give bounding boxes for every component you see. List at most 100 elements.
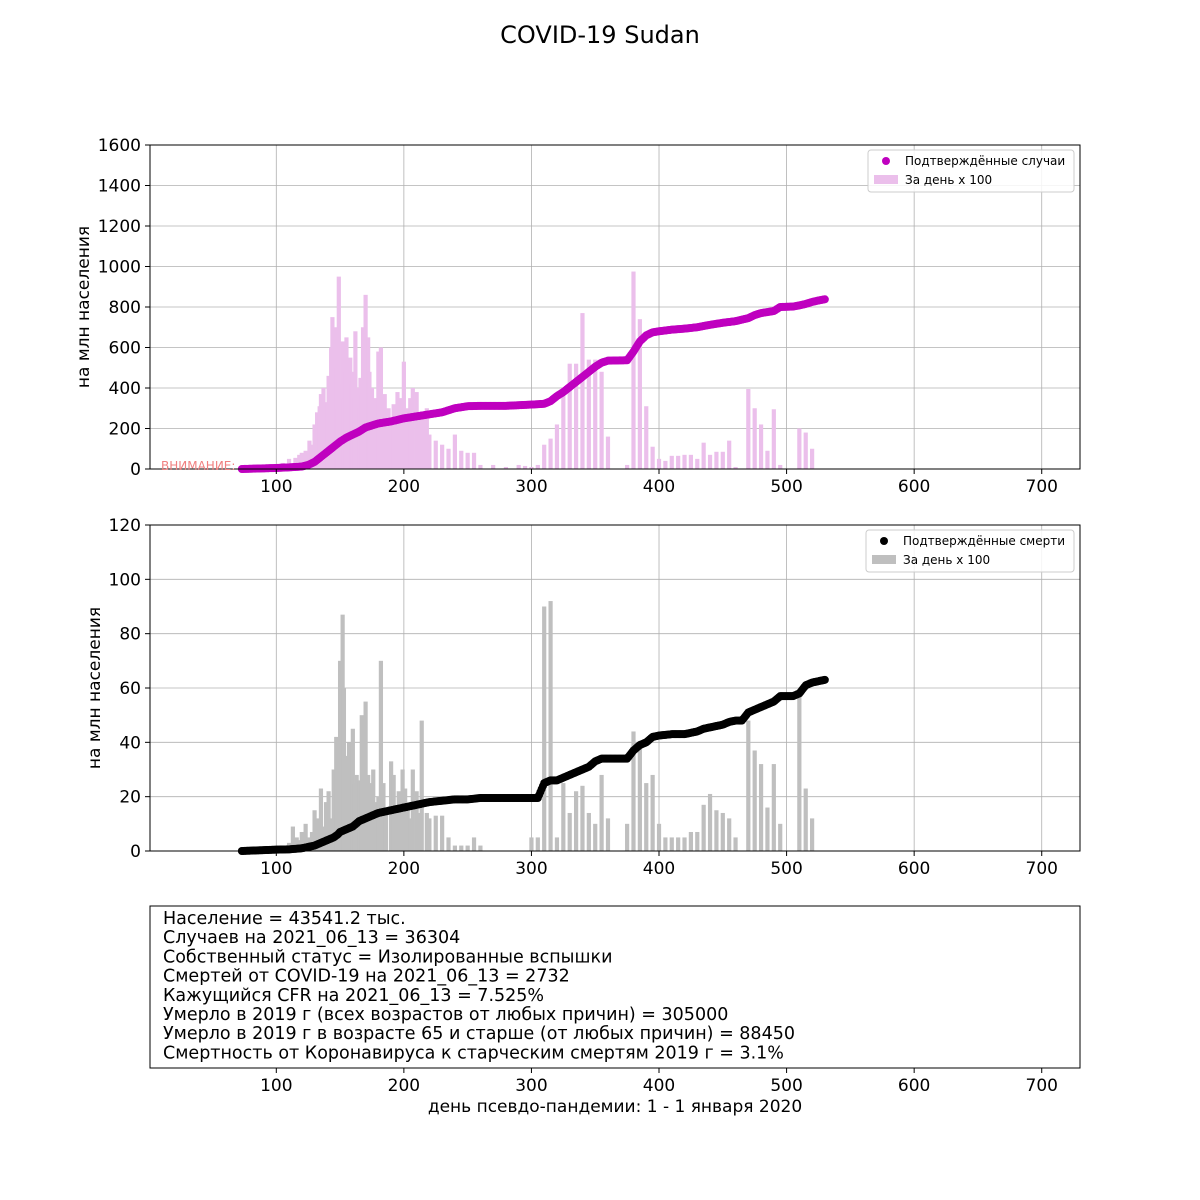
daily-bar (309, 831, 315, 851)
daily-bar (503, 466, 509, 469)
info-line: Собственный статус = Изолированные вспыш… (163, 947, 612, 967)
daily-bar (410, 769, 415, 851)
daily-bar (433, 815, 438, 851)
daily-bar (465, 452, 470, 469)
legend-marker-bar (872, 555, 896, 564)
daily-bar (644, 406, 649, 469)
daily-bar (803, 788, 808, 851)
daily-bar (548, 438, 553, 469)
x-tick-label: 400 (643, 1076, 675, 1096)
daily-bar (427, 818, 432, 851)
daily-bar (440, 444, 445, 469)
daily-bar (354, 774, 359, 851)
daily-bar (331, 769, 336, 851)
info-line: Умерло в 2019 г в возрасте 65 и старше (… (163, 1024, 795, 1044)
daily-bar (669, 837, 674, 851)
x-axis-label: день псевдо-пандемии: 1 - 1 января 2020 (428, 1097, 802, 1117)
daily-bar (446, 837, 451, 851)
daily-bar (733, 466, 738, 469)
x-tick-label: 500 (770, 1076, 802, 1096)
daily-bar (410, 388, 415, 469)
daily-bar (758, 764, 764, 851)
y-tick-label: 1600 (98, 136, 141, 156)
legend-marker-scatter (882, 157, 890, 165)
daily-bar (778, 464, 783, 469)
daily-bar (733, 837, 738, 851)
daily-bar (446, 448, 451, 469)
y-tick-label: 120 (109, 516, 141, 536)
daily-bar (389, 418, 394, 469)
daily-bar (637, 747, 642, 851)
daily-bar (746, 389, 751, 469)
daily-bar (535, 837, 540, 851)
daily-bar (414, 791, 419, 851)
daily-bar (318, 788, 324, 851)
y-axis-label: на млн населения (74, 226, 94, 388)
cumulative-point (820, 675, 829, 684)
daily-bar (573, 363, 579, 469)
daily-bar (452, 434, 457, 469)
daily-bar (765, 450, 770, 469)
x-tick-label: 500 (770, 477, 802, 497)
cases-panel: 100 200 300 400 500 600 700 0 200 400 600 800 1000 12… (74, 136, 1081, 497)
daily-bar (561, 388, 566, 469)
daily-bar (424, 812, 429, 851)
daily-bar (323, 802, 329, 851)
daily-bar (378, 347, 384, 469)
daily-bar (682, 454, 687, 469)
daily-bar (427, 434, 432, 469)
y-tick-label: 1200 (98, 217, 141, 237)
x-tick-label: 100 (260, 859, 292, 879)
y-tick-label: 600 (109, 339, 141, 359)
legend-label-scatter: Подтверждённые случаи (905, 154, 1065, 168)
y-tick-label: 200 (109, 420, 141, 440)
daily-bar (727, 818, 732, 851)
daily-bar (701, 442, 706, 469)
info-line: Умерло в 2019 г (всех возрастов от любых… (163, 1005, 728, 1025)
x-tick-label: 700 (1026, 1076, 1058, 1096)
daily-bar (529, 837, 534, 851)
y-tick-label: 60 (119, 679, 141, 699)
daily-bar (765, 807, 770, 851)
info-line: Смертей от COVID-19 на 2021_06_13 = 2732 (163, 967, 570, 987)
info-panel: Население = 43541.2 тыс.Случаев на 2021_… (149, 905, 1081, 1117)
daily-bar (391, 404, 396, 469)
daily-bar (383, 810, 389, 851)
daily-bar (309, 444, 315, 469)
daily-bar (376, 351, 381, 469)
daily-bar (669, 455, 674, 469)
daily-bar (605, 436, 611, 469)
x-tick-label: 700 (1026, 477, 1058, 497)
daily-bar (408, 818, 413, 851)
legend-label-scatter: Подтверждённые смерти (903, 534, 1065, 548)
daily-bar (809, 448, 815, 469)
daily-bar (688, 454, 694, 469)
x-tick-label: 300 (515, 859, 547, 879)
daily-bar (593, 359, 598, 469)
daily-bar (417, 812, 422, 851)
daily-bar (682, 837, 687, 851)
daily-bar (676, 837, 681, 851)
daily-bar (586, 359, 591, 469)
daily-bar (337, 660, 343, 851)
daily-bar (631, 271, 636, 469)
y-tick-label: 1400 (98, 177, 141, 197)
daily-bar (326, 375, 331, 469)
daily-bar (312, 424, 317, 469)
daily-bar (771, 764, 776, 851)
x-tick-label: 300 (515, 1076, 547, 1096)
daily-bar (318, 394, 324, 469)
daily-bar (424, 408, 429, 469)
daily-bar (322, 408, 327, 469)
cumulative-point (820, 295, 829, 304)
daily-bar (381, 783, 386, 851)
daily-bar (294, 837, 299, 851)
y-tick-label: 400 (109, 379, 141, 399)
daily-bar (567, 812, 572, 851)
daily-bar (465, 845, 470, 851)
daily-bar (542, 444, 547, 469)
daily-bar (403, 788, 408, 851)
daily-bar (548, 601, 553, 851)
daily-bar (714, 451, 719, 469)
